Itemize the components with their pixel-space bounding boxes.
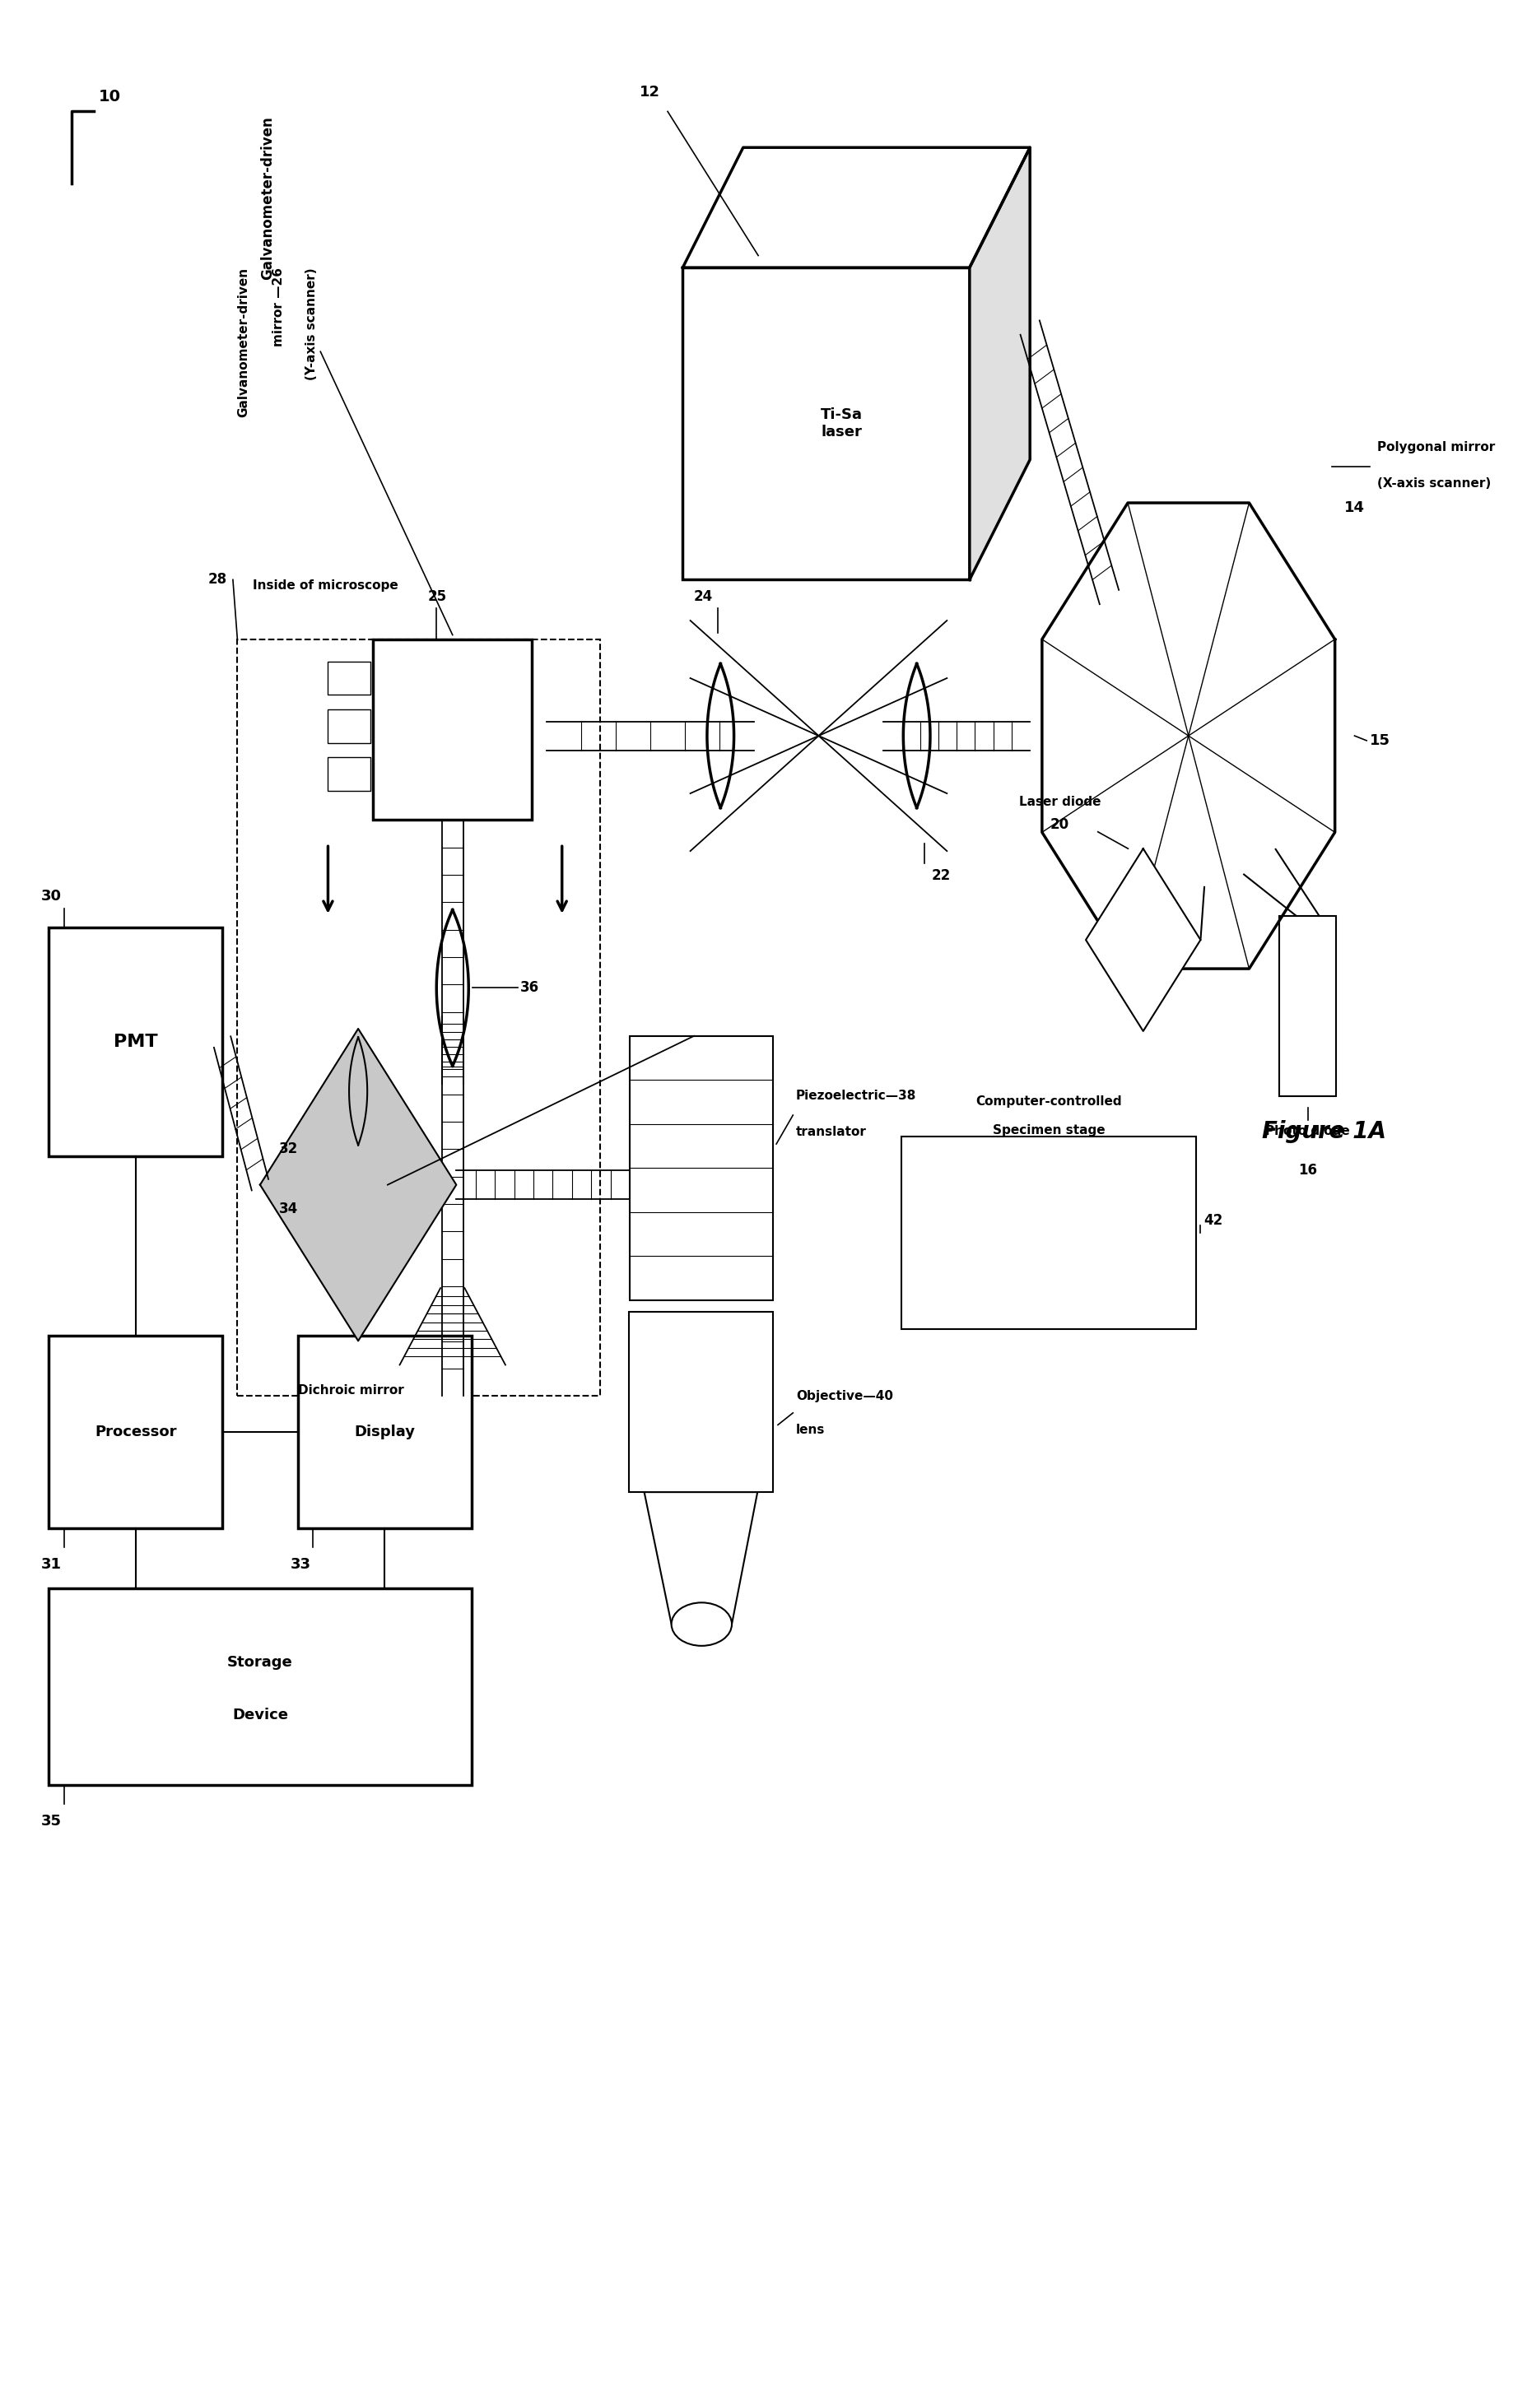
Text: 31: 31 — [41, 1558, 61, 1572]
Text: Display: Display — [354, 1426, 415, 1440]
Text: Device: Device — [232, 1707, 289, 1722]
Text: mirror —26: mirror —26 — [272, 267, 284, 347]
Text: Specimen stage: Specimen stage — [993, 1125, 1104, 1137]
Polygon shape — [683, 147, 1029, 267]
Text: (X-axis scanner): (X-axis scanner) — [1376, 477, 1490, 489]
Text: 33: 33 — [290, 1558, 310, 1572]
Bar — [629, 1312, 773, 1493]
Text: 15: 15 — [1368, 732, 1390, 749]
Text: Storage: Storage — [228, 1654, 293, 1671]
Text: 36: 36 — [521, 980, 539, 995]
Text: 10: 10 — [98, 89, 121, 104]
Bar — [373, 641, 531, 819]
Text: Objective—40: Objective—40 — [796, 1389, 893, 1401]
Text: 25: 25 — [428, 590, 447, 604]
Bar — [298, 1336, 472, 1529]
Text: 16: 16 — [1298, 1163, 1316, 1178]
Bar — [49, 1336, 223, 1529]
Text: Galvanometer-driven: Galvanometer-driven — [237, 267, 249, 417]
Text: Dichroic mirror: Dichroic mirror — [298, 1385, 403, 1397]
Text: 30: 30 — [41, 889, 61, 903]
Bar — [683, 267, 970, 580]
Bar — [328, 759, 370, 790]
Bar — [237, 641, 600, 1397]
Text: Ti-Sa
laser: Ti-Sa laser — [820, 407, 861, 441]
Text: 20: 20 — [1049, 816, 1069, 831]
Bar — [49, 927, 223, 1156]
Polygon shape — [644, 1493, 757, 1625]
Text: Piezoelectric—38: Piezoelectric—38 — [796, 1091, 916, 1103]
Text: translator: translator — [796, 1127, 866, 1139]
Text: Laser diode: Laser diode — [1019, 795, 1101, 807]
Text: (Y-axis scanner): (Y-axis scanner) — [305, 267, 318, 380]
Bar — [1278, 915, 1336, 1096]
Text: Processor: Processor — [95, 1426, 177, 1440]
Text: Photo diode: Photo diode — [1264, 1125, 1350, 1137]
Text: 34: 34 — [278, 1202, 298, 1216]
Text: 24: 24 — [693, 590, 713, 604]
Text: Figure 1A: Figure 1A — [1261, 1120, 1385, 1144]
Polygon shape — [970, 147, 1029, 580]
Text: 28: 28 — [208, 573, 226, 588]
Text: Polygonal mirror: Polygonal mirror — [1376, 441, 1495, 453]
Polygon shape — [1041, 503, 1335, 968]
Bar — [49, 1589, 472, 1784]
Text: 32: 32 — [278, 1141, 298, 1156]
Text: Galvanometer-driven: Galvanometer-driven — [260, 116, 275, 279]
Bar — [901, 1137, 1196, 1329]
Text: 22: 22 — [931, 867, 950, 884]
Bar — [388, 665, 516, 795]
Text: 42: 42 — [1203, 1214, 1222, 1228]
Text: Computer-controlled: Computer-controlled — [976, 1096, 1121, 1108]
Polygon shape — [260, 1028, 457, 1341]
Bar — [328, 710, 370, 744]
Bar — [328, 662, 370, 696]
Text: 12: 12 — [640, 84, 660, 99]
Text: PMT: PMT — [113, 1033, 157, 1050]
Bar — [629, 1035, 773, 1300]
Text: Inside of microscope: Inside of microscope — [252, 580, 399, 592]
Text: lens: lens — [796, 1423, 825, 1435]
Ellipse shape — [670, 1604, 731, 1645]
Polygon shape — [1086, 848, 1200, 1031]
Text: 14: 14 — [1344, 501, 1364, 515]
Text: 35: 35 — [41, 1813, 61, 1828]
